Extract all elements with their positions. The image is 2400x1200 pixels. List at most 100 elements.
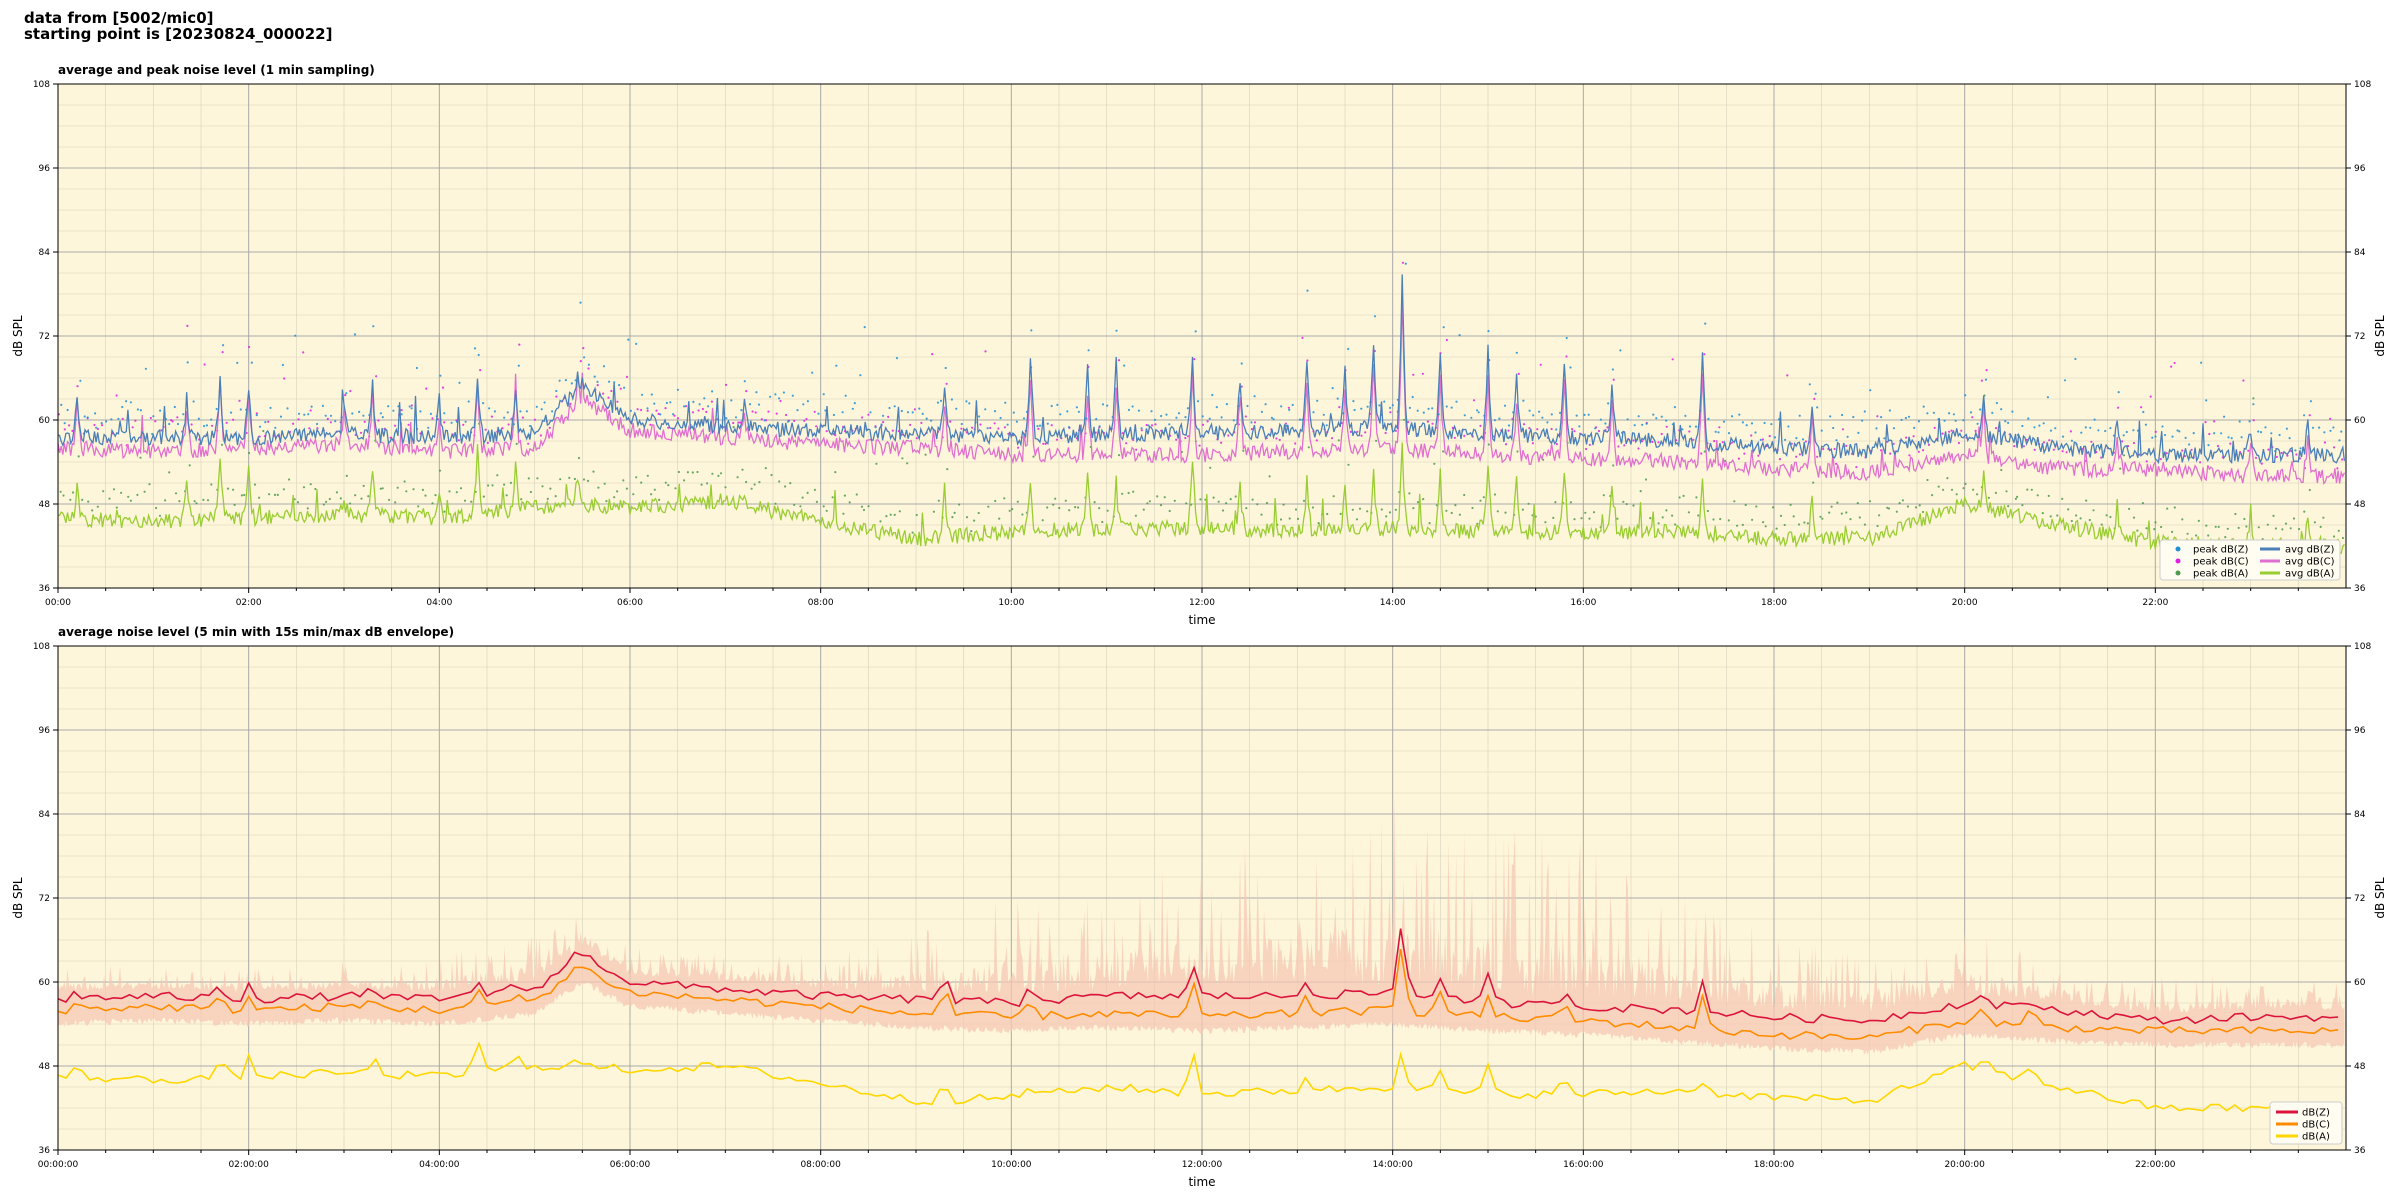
peak-marker-a	[112, 488, 116, 491]
peak-marker-a	[529, 490, 533, 494]
peak-marker-a	[1674, 523, 1677, 526]
peak-marker-c	[1713, 440, 1716, 443]
peak-marker-c	[1651, 440, 1654, 443]
peak-marker-c	[1125, 442, 1128, 445]
peak-marker-z	[415, 366, 418, 370]
peak-marker-z	[205, 424, 208, 427]
peak-marker-c	[1623, 444, 1626, 447]
peak-marker-a	[1442, 450, 1445, 453]
peak-marker-a	[2000, 468, 2003, 472]
peak-marker-a	[349, 502, 352, 505]
peak-marker-c	[1338, 406, 1341, 409]
peak-marker-a	[1173, 499, 1176, 502]
peak-marker-z	[351, 412, 354, 415]
peak-marker-a	[806, 491, 809, 494]
peak-marker-c	[501, 427, 504, 430]
peak-marker-c	[68, 424, 71, 427]
y-tick-label-left: 84	[39, 248, 51, 258]
peak-marker-z	[410, 407, 413, 410]
peak-marker-c	[2117, 406, 2120, 409]
peak-marker-a	[1895, 510, 1898, 513]
peak-marker-a	[932, 510, 936, 513]
peak-marker-z	[1857, 431, 1860, 434]
peak-marker-a	[1858, 516, 1861, 519]
peak-marker-a	[554, 495, 557, 498]
peak-marker-a	[262, 429, 265, 433]
peak-marker-z	[152, 415, 155, 418]
peak-marker-z	[506, 411, 509, 414]
peak-marker-z	[1280, 405, 1283, 408]
peak-marker-c	[2154, 430, 2157, 433]
peak-marker-z	[1442, 326, 1445, 329]
peak-marker-z	[1626, 418, 1629, 421]
peak-marker-a	[81, 498, 84, 501]
peak-marker-a	[1901, 499, 1904, 502]
peak-marker-a	[1527, 502, 1530, 505]
peak-marker-z	[294, 334, 297, 337]
peak-marker-z	[1006, 423, 1009, 426]
peak-marker-a	[1504, 511, 1507, 514]
peak-marker-z	[1075, 406, 1078, 409]
peak-marker-c	[2341, 458, 2344, 461]
peak-marker-a	[421, 488, 424, 491]
peak-marker-c	[2286, 454, 2289, 457]
peak-marker-z	[400, 413, 403, 416]
peak-marker-z	[596, 380, 599, 383]
peak-marker-z	[955, 407, 958, 410]
peak-marker-c	[115, 394, 118, 397]
peak-marker-z	[1704, 322, 1707, 325]
x-axis-label: time	[1188, 613, 1215, 627]
peak-marker-c	[2181, 449, 2184, 452]
peak-marker-z	[197, 417, 200, 420]
peak-marker-a	[2016, 495, 2019, 498]
peak-marker-z	[558, 379, 561, 382]
peak-marker-c	[1504, 443, 1508, 446]
y-tick-label-left: 84	[39, 810, 51, 820]
peak-marker-z	[1123, 364, 1126, 367]
peak-marker-c	[1037, 427, 1040, 430]
peak-marker-c	[813, 410, 816, 413]
peak-marker-a	[994, 499, 997, 503]
peak-marker-a	[2047, 494, 2050, 497]
peak-marker-a	[1032, 455, 1035, 458]
peak-marker-z	[1694, 425, 1698, 428]
peak-marker-a	[1840, 512, 1843, 515]
peak-marker-c	[176, 416, 179, 419]
peak-marker-c	[815, 425, 818, 428]
x-tick-label: 02:00:00	[228, 1160, 269, 1170]
peak-marker-a	[1428, 522, 1431, 525]
peak-marker-a	[1388, 511, 1392, 514]
peak-marker-z	[1312, 411, 1315, 414]
peak-marker-a	[1812, 481, 1815, 484]
peak-marker-z	[2178, 430, 2181, 433]
peak-marker-z	[863, 326, 866, 329]
peak-marker-z	[608, 380, 611, 383]
peak-marker-c	[1050, 424, 1053, 427]
peak-marker-a	[143, 490, 146, 493]
peak-marker-a	[396, 486, 399, 489]
peak-marker-a	[2292, 517, 2296, 520]
peak-marker-c	[640, 408, 643, 412]
peak-marker-a	[206, 499, 210, 502]
peak-marker-c	[779, 399, 782, 403]
peak-marker-a	[764, 467, 767, 470]
peak-marker-a	[491, 484, 494, 487]
peak-marker-a	[1764, 525, 1767, 528]
peak-marker-c	[326, 417, 329, 420]
peak-marker-z	[2248, 420, 2251, 423]
peak-marker-c	[518, 343, 521, 346]
peak-marker-a	[1268, 475, 1271, 478]
peak-marker-c	[2138, 453, 2141, 456]
peak-marker-z	[2311, 426, 2315, 429]
peak-marker-a	[640, 481, 643, 484]
x-tick-label: 06:00	[617, 598, 643, 608]
peak-marker-z	[646, 407, 649, 410]
legend-label: avg dB(Z)	[2285, 545, 2335, 556]
dbc-line	[57, 948, 2339, 1041]
peak-marker-c	[63, 428, 66, 431]
peak-marker-a	[1148, 500, 1151, 503]
peak-marker-z	[467, 400, 470, 403]
peak-marker-z	[2144, 423, 2147, 426]
peak-marker-a	[1093, 501, 1096, 504]
peak-marker-z	[740, 409, 743, 412]
